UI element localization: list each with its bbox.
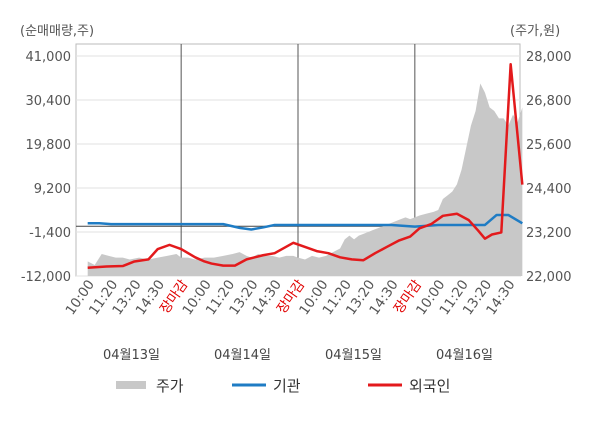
right-tick-label: 28,000 <box>526 50 572 65</box>
price-area-layer <box>87 83 523 276</box>
right-tick-label: 22,000 <box>526 270 572 285</box>
left-tick-label: 30,400 <box>26 94 72 109</box>
legend-label-price: 주가 <box>156 377 184 395</box>
left-tick-label: 41,000 <box>26 50 72 65</box>
price-area <box>87 83 523 276</box>
net-buy-lines-layer <box>87 63 524 269</box>
date-label: 04월16일 <box>436 348 493 363</box>
right-tick-label: 23,200 <box>526 226 572 241</box>
date-label: 04월15일 <box>325 348 382 363</box>
right-axis: 28,000 26,800 25,600 24,400 23,200 22,000 <box>526 50 572 285</box>
legend-label-foreigner: 외국인 <box>409 377 450 395</box>
left-tick-label: 9,200 <box>34 182 71 197</box>
left-tick-label: 19,800 <box>26 138 72 153</box>
date-labels: 04월13일 04월14일 04월15일 04월16일 <box>103 348 493 363</box>
x-axis: 10:0011:2013:2014:30장마감10:0011:2013:2014… <box>63 277 519 318</box>
right-tick-label: 24,400 <box>526 182 572 197</box>
institution-line <box>87 213 523 231</box>
date-label: 04월14일 <box>214 348 271 363</box>
left-tick-label: -12,000 <box>21 270 71 285</box>
left-axis: 41,000 30,400 19,800 9,200 -1,400 -12,000 <box>21 50 71 285</box>
right-axis-unit: (주가,원) <box>510 24 560 39</box>
legend-swatch-price <box>116 381 146 389</box>
foreigner-line <box>87 63 524 269</box>
right-tick-label: 25,600 <box>526 138 572 153</box>
date-label: 04월13일 <box>103 348 160 363</box>
legend-label-institution: 기관 <box>273 377 301 395</box>
legend: 주가 기관 외국인 <box>116 377 450 395</box>
left-tick-label: -1,400 <box>29 226 71 241</box>
left-axis-unit: (순매매량,주) <box>20 24 94 39</box>
right-tick-label: 26,800 <box>526 94 572 109</box>
